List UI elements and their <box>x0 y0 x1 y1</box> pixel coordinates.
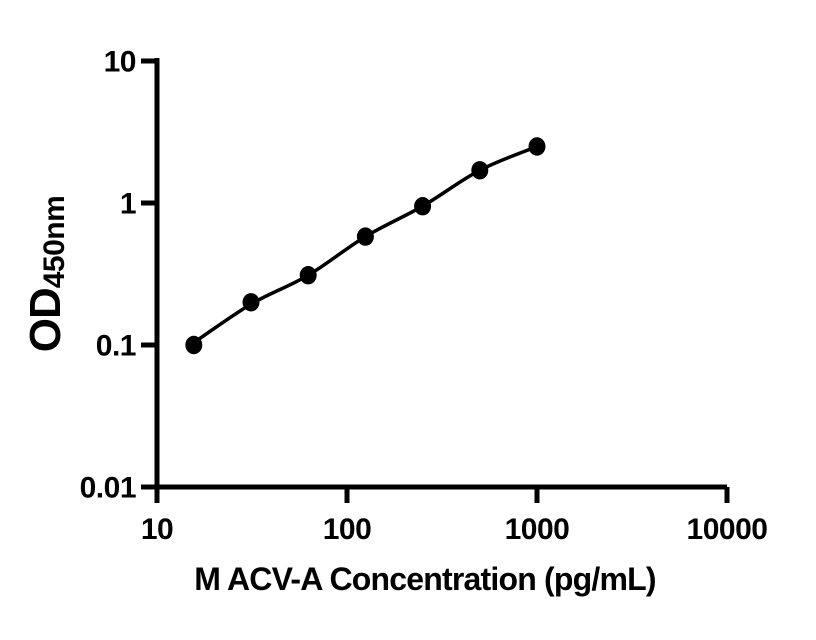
y-tick-label-10: 10 <box>104 46 136 79</box>
y-axis-title-main: OD <box>21 288 70 353</box>
data-point-marker-7 <box>528 137 546 156</box>
data-point-marker-1 <box>185 335 203 355</box>
y-axis-title: OD 450nm <box>20 172 72 376</box>
data-point-marker-4 <box>356 227 374 246</box>
y-tick-label-1: 1 <box>120 188 136 221</box>
data-point-marker-2 <box>242 293 260 312</box>
x-tick-label-100: 100 <box>323 513 372 546</box>
data-point-marker-6 <box>471 161 489 180</box>
y-tick-label-0.01: 0.01 <box>80 472 136 505</box>
data-point-marker-5 <box>414 197 432 216</box>
x-tick-label-1000: 1000 <box>505 513 570 546</box>
x-axis-title: M ACV-A Concentration (pg/mL) <box>194 561 656 597</box>
data-point-marker-3 <box>299 266 317 285</box>
y-axis-title-subscript: 450nm <box>38 195 71 289</box>
x-tick-label-10000: 10000 <box>687 513 768 546</box>
y-tick-label-0.1: 0.1 <box>96 330 136 363</box>
x-tick-label-10: 10 <box>141 513 173 546</box>
